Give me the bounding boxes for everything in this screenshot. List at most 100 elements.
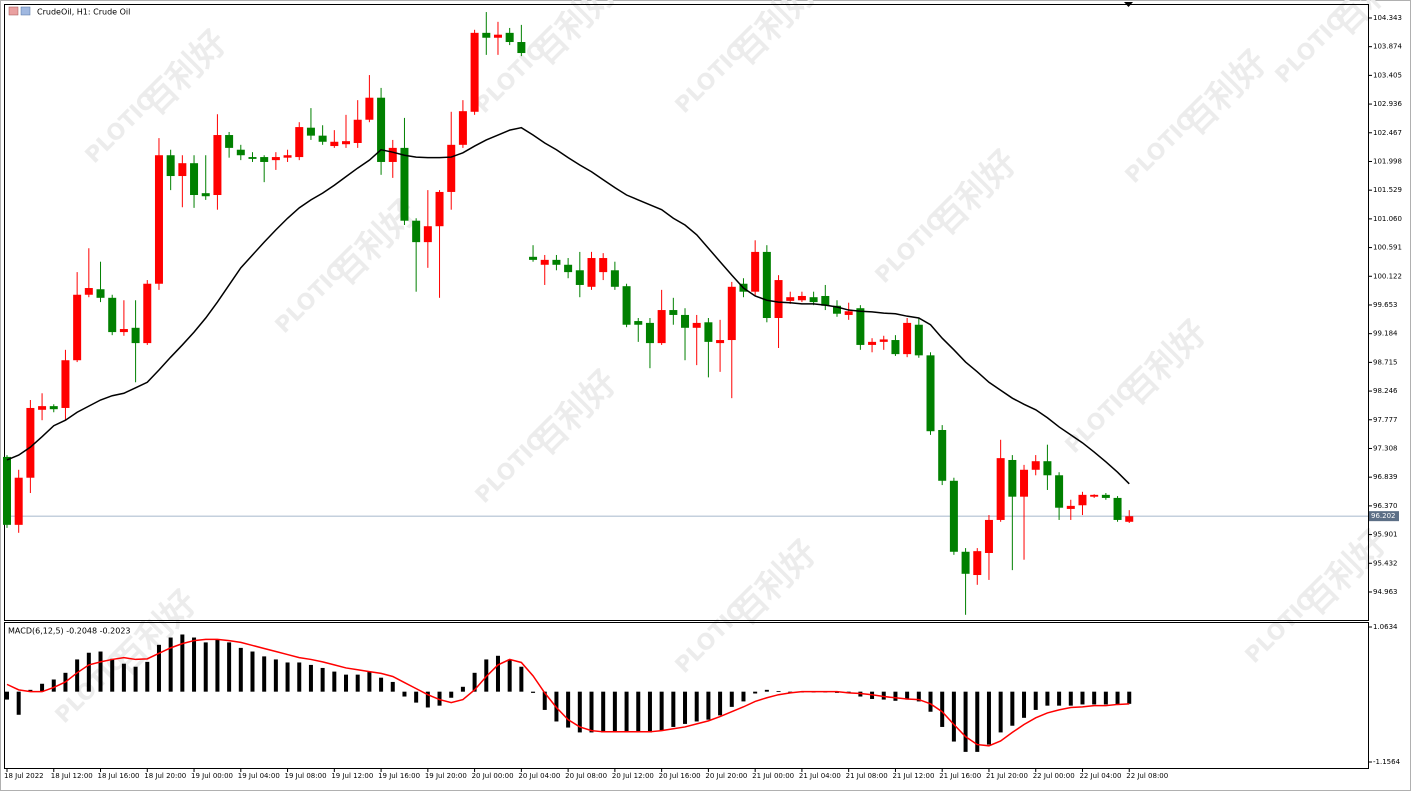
candle-body xyxy=(903,322,912,355)
macd-bar xyxy=(51,679,56,692)
candle-body xyxy=(1101,494,1110,498)
macd-bar xyxy=(928,691,933,712)
chart-icon xyxy=(8,6,19,16)
macd-bar xyxy=(647,691,652,733)
y-tick-label: 98.246 xyxy=(1373,387,1398,395)
candle-body xyxy=(493,34,502,38)
macd-bar xyxy=(156,644,161,692)
y-tick-label: 98.715 xyxy=(1373,358,1398,366)
x-tick-label: 22 Jul 00:00 xyxy=(1033,772,1075,780)
y-tick-label: 104.343 xyxy=(1373,14,1402,22)
macd-bar xyxy=(192,637,197,692)
macd-bar xyxy=(367,671,372,692)
candle-body xyxy=(949,480,958,552)
x-tick-label: 20 Jul 12:00 xyxy=(612,772,654,780)
macd-bar xyxy=(308,664,313,692)
macd-bar xyxy=(1115,691,1120,705)
macd-bar xyxy=(402,691,407,697)
y-tick-label: 1.0634 xyxy=(1373,623,1398,631)
macd-bar xyxy=(998,691,1003,733)
macd-bar xyxy=(1103,691,1108,705)
candle-body xyxy=(704,322,713,342)
x-tick-label: 21 Jul 04:00 xyxy=(799,772,841,780)
candle-body xyxy=(716,340,725,344)
x-tick-label: 18 Jul 2022 xyxy=(4,772,44,780)
candle-body xyxy=(727,286,736,341)
candle-body xyxy=(49,406,58,410)
macd-bar xyxy=(776,691,781,692)
candle-body xyxy=(236,149,245,156)
x-tick-label: 22 Jul 08:00 xyxy=(1126,772,1168,780)
candle-body xyxy=(1125,516,1134,522)
macd-bar xyxy=(753,691,758,694)
macd-bar xyxy=(624,691,629,733)
candle-body xyxy=(178,163,187,177)
macd-bar xyxy=(414,691,419,703)
candle-body xyxy=(38,406,47,410)
y-tick-label: 99.184 xyxy=(1373,330,1398,338)
macd-bar xyxy=(531,691,536,693)
candle-body xyxy=(634,321,643,325)
candle-body xyxy=(505,32,514,43)
candle-body xyxy=(108,297,117,333)
macd-bar xyxy=(636,691,641,733)
macd-bar xyxy=(507,659,512,692)
y-tick-label: 103.874 xyxy=(1373,43,1402,51)
candle-body xyxy=(1090,494,1099,497)
macd-bar xyxy=(460,686,465,692)
candle-body xyxy=(14,477,23,525)
macd-title: MACD(6,12,5) -0.2048 -0.2023 xyxy=(8,627,131,636)
candle-body xyxy=(190,163,199,196)
macd-bar xyxy=(1068,691,1073,706)
signal-line xyxy=(6,638,1130,747)
candle-body xyxy=(1078,494,1087,506)
candle-body xyxy=(482,32,491,38)
candle-body xyxy=(388,147,397,162)
macd-bar xyxy=(110,658,115,692)
x-tick-label: 22 Jul 04:00 xyxy=(1079,772,1121,780)
x-tick-label: 21 Jul 00:00 xyxy=(752,772,794,780)
y-tick-label: 96.839 xyxy=(1373,473,1398,481)
y-tick-label: 97.308 xyxy=(1373,444,1398,452)
y-tick-label: 95.432 xyxy=(1373,559,1398,567)
candle-body xyxy=(318,135,327,142)
candle-body xyxy=(201,193,210,197)
macd-bar xyxy=(893,691,898,701)
x-tick-label: 18 Jul 20:00 xyxy=(144,772,186,780)
macd-bar xyxy=(1010,691,1015,726)
candle-body xyxy=(645,322,654,344)
macd-bar xyxy=(86,652,91,692)
candle-body xyxy=(166,155,175,177)
current-price-box xyxy=(1369,511,1399,522)
macd-bar xyxy=(601,691,606,733)
x-tick-label: 21 Jul 08:00 xyxy=(846,772,888,780)
y-tick-label: 94.963 xyxy=(1373,588,1398,596)
y-tick-label: -1.1564 xyxy=(1373,758,1401,766)
macd-bar xyxy=(390,681,395,692)
candle-body xyxy=(891,340,900,355)
macd-bar xyxy=(741,691,746,702)
macd-bar xyxy=(472,672,477,692)
macd-bar xyxy=(671,691,676,727)
candle-body xyxy=(330,141,339,147)
macd-bar xyxy=(238,647,243,692)
candle-body xyxy=(961,551,970,574)
candle-body xyxy=(96,289,105,298)
macd-bar xyxy=(764,689,769,692)
candle-body xyxy=(412,220,421,243)
macd-bar xyxy=(133,666,138,692)
macd-bar xyxy=(706,691,711,720)
macd-bar xyxy=(612,691,617,733)
macd-bar xyxy=(916,691,921,702)
candle-body xyxy=(610,270,619,287)
macd-panel xyxy=(4,622,1369,769)
candle-body xyxy=(517,42,526,54)
candle-body xyxy=(377,97,386,162)
macd-bar xyxy=(273,659,278,692)
candle-body xyxy=(1113,497,1122,520)
price-panel xyxy=(4,4,1369,621)
candle-body xyxy=(657,310,666,344)
candle-body xyxy=(26,407,35,478)
